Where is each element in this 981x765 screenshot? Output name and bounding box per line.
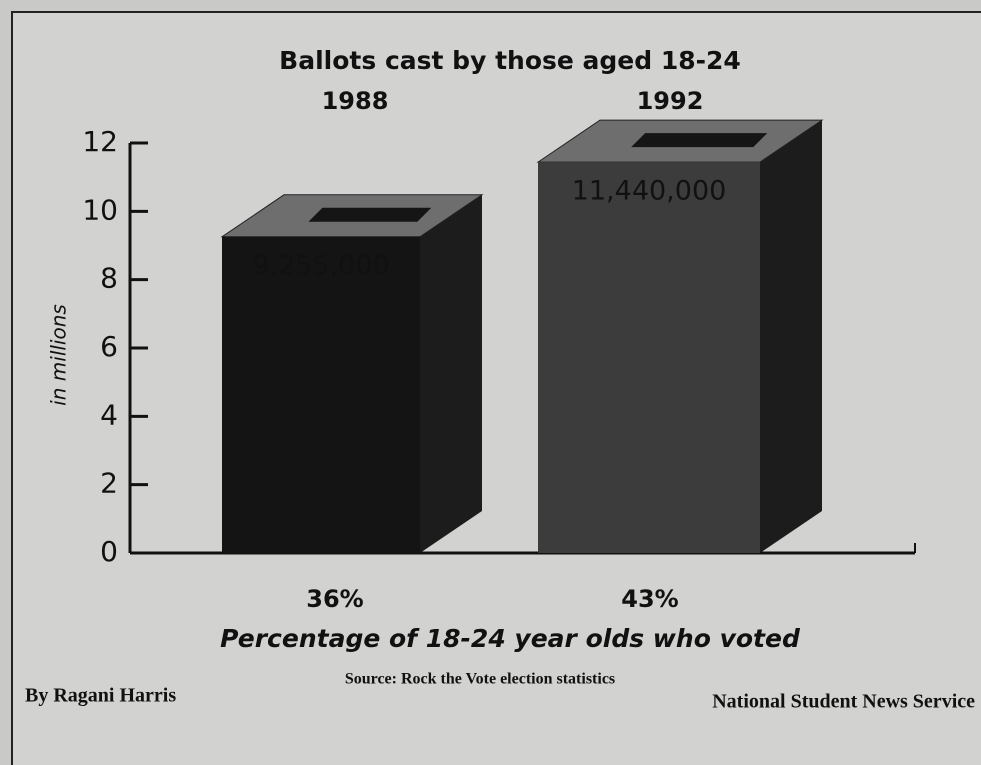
y-tick-label: 4: [100, 398, 118, 431]
turnout-value: 43%: [621, 585, 678, 613]
y-tick-label: 12: [82, 125, 118, 158]
ballot-slot: [631, 133, 768, 148]
turnout-label: Percentage of 18-24 year olds who voted: [220, 624, 801, 653]
bar: [538, 162, 760, 553]
turnout-value: 36%: [306, 585, 363, 613]
chart-title: Ballots cast by those aged 18-24: [279, 46, 741, 75]
bar-side: [420, 194, 482, 553]
value-label: 11,440,000: [572, 176, 727, 207]
x-tick-label: 1992: [637, 87, 704, 115]
agency: National Student News Service: [712, 691, 975, 713]
bar-side: [760, 120, 822, 553]
y-tick-label: 10: [82, 193, 118, 226]
y-axis-label: in millions: [47, 304, 71, 406]
value-label: 9,255,000: [252, 250, 389, 281]
bar: [222, 236, 420, 553]
y-tick-label: 8: [100, 262, 118, 295]
source: Source: Rock the Vote election statistic…: [345, 671, 615, 688]
y-tick-label: 0: [100, 535, 118, 568]
x-tick-label: 1988: [322, 87, 389, 115]
y-tick-label: 2: [100, 467, 118, 500]
y-tick-label: 6: [100, 330, 118, 363]
ballot-slot: [308, 207, 432, 222]
credit: By Ragani Harris: [25, 685, 176, 707]
